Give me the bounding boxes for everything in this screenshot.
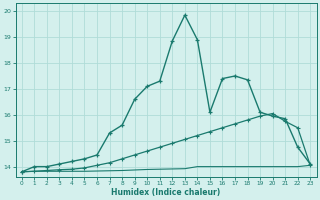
X-axis label: Humidex (Indice chaleur): Humidex (Indice chaleur) (111, 188, 221, 197)
